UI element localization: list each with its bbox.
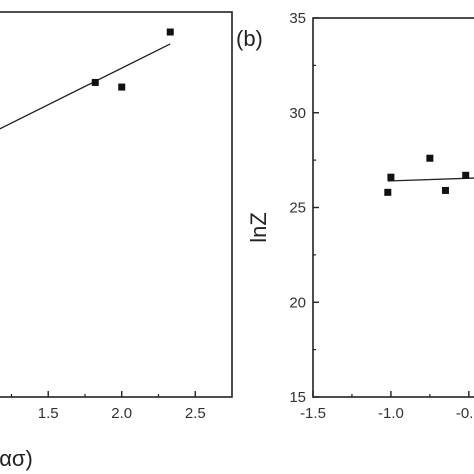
right-data-point	[426, 154, 434, 162]
right-x-tick-label: -1.0	[378, 405, 404, 422]
left-x-axis-title: ασ)	[0, 446, 33, 471]
right-fit-line	[387, 177, 474, 182]
right-x-tick-label: -1.5	[300, 405, 326, 422]
right-panel: -1.5 -1.0 -0.5 15 20 25 30 35 lnZ (b)	[236, 10, 474, 422]
right-x-tick-label: -0.5	[456, 405, 474, 422]
right-panel-label: (b)	[236, 26, 263, 51]
right-y-tick-label: 30	[289, 105, 306, 122]
right-y-tick-label: 25	[289, 200, 306, 217]
left-x-tick-label: 2.0	[111, 405, 132, 422]
right-data-point	[387, 173, 395, 181]
left-data-point	[166, 28, 174, 36]
right-data-point	[441, 186, 449, 194]
left-x-tick-label: 1.5	[38, 405, 59, 422]
right-data-point	[384, 188, 392, 196]
left-plot-frame	[0, 11, 233, 398]
left-data-point	[91, 78, 99, 86]
right-y-tick-label: 20	[289, 294, 306, 311]
left-fit-line	[0, 43, 171, 130]
right-plot-frame	[312, 17, 474, 398]
left-panel: 1.5 2.0 2.5 ασ)	[0, 11, 233, 471]
right-y-axis-title: lnZ	[246, 212, 271, 243]
right-data-point	[462, 171, 470, 179]
right-y-tick-label: 35	[289, 10, 306, 27]
left-data-point	[118, 83, 126, 91]
right-y-tick-label: 15	[289, 389, 306, 406]
left-x-tick-label: 2.5	[185, 405, 206, 422]
